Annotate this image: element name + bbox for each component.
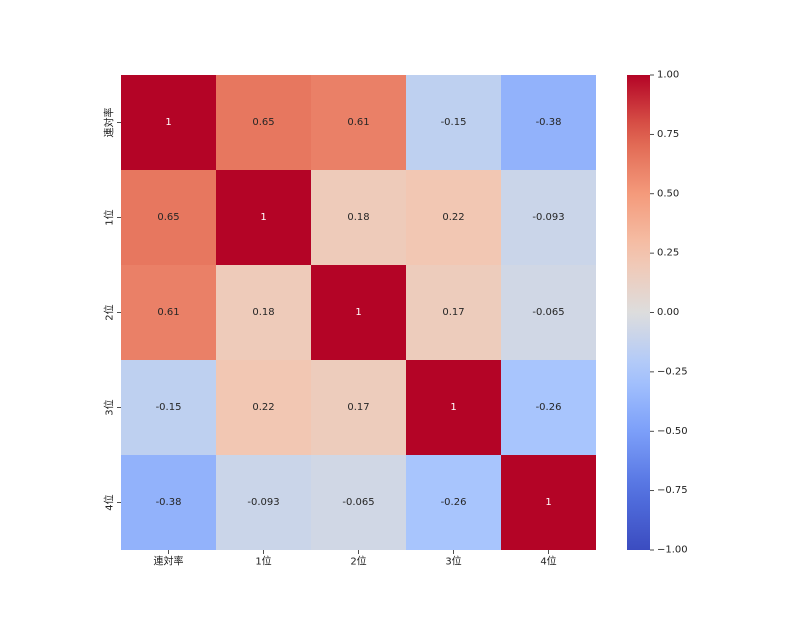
cell-value-label: 0.22 — [442, 212, 464, 223]
heatmap-cell — [216, 455, 311, 550]
heatmap-cell — [406, 75, 501, 170]
cell-value-label: 0.61 — [157, 307, 179, 318]
heatmap-cell — [121, 360, 216, 455]
heatmap-cell — [216, 75, 311, 170]
cell-value-label: 0.65 — [157, 212, 179, 223]
cell-value-label: -0.26 — [441, 497, 467, 508]
cell-value-label: -0.38 — [536, 117, 562, 128]
heatmap-cell — [311, 170, 406, 265]
y-tick-label: 4位 — [103, 494, 116, 510]
y-axis-ticks: 連対率 1位 2位 3位 4位 — [103, 108, 121, 511]
cell-value-label: 0.18 — [252, 307, 274, 318]
y-tick-label: 1位 — [103, 209, 116, 225]
colorbar-tick-label: −0.50 — [657, 426, 688, 437]
colorbar-tick-label: 0.25 — [657, 248, 679, 259]
cell-value-label: 0.65 — [252, 117, 274, 128]
x-tick-label: 3位 — [445, 555, 461, 568]
heatmap-cell — [311, 360, 406, 455]
x-tick-label: 1位 — [255, 555, 271, 568]
y-tick-label: 3位 — [103, 399, 116, 415]
cell-value-label: 0.17 — [442, 307, 464, 318]
cell-value-label: 1 — [355, 307, 361, 318]
colorbar: 1.00 0.75 0.50 0.25 0.00 −0.25 −0.50 −0.75 −1.00 — [627, 70, 688, 556]
cell-value-label: -0.15 — [156, 402, 182, 413]
heatmap-cell — [311, 455, 406, 550]
heatmap-cell — [121, 455, 216, 550]
heatmap-cell — [121, 265, 216, 360]
cell-value-label: 1 — [260, 212, 266, 223]
heatmap-cell — [311, 75, 406, 170]
heatmap-cells: 1 0.65 0.61 -0.15 -0.38 0.65 1 0.18 0.22 -0.093 0.… — [121, 75, 596, 550]
cell-value-label: 0.22 — [252, 402, 274, 413]
y-tick-label: 連対率 — [103, 108, 116, 138]
cell-value-label: 0.17 — [347, 402, 369, 413]
colorbar-tick-label: 0.75 — [657, 129, 679, 140]
heatmap-cell — [121, 75, 216, 170]
cell-value-label: -0.38 — [156, 497, 182, 508]
x-tick-label: 連対率 — [154, 555, 184, 568]
x-tick-label: 2位 — [350, 555, 366, 568]
colorbar-gradient — [627, 75, 650, 550]
heatmap-cell — [501, 360, 596, 455]
cell-value-label: 0.18 — [347, 212, 369, 223]
colorbar-tick-label: 0.00 — [657, 307, 679, 318]
heatmap-cell — [501, 170, 596, 265]
y-tick-label: 2位 — [103, 304, 116, 320]
cell-value-label: -0.15 — [441, 117, 467, 128]
heatmap-cell — [406, 455, 501, 550]
heatmap-cell — [501, 265, 596, 360]
x-axis-ticks: 連対率 1位 2位 3位 4位 — [154, 550, 557, 568]
x-tick-label: 4位 — [540, 555, 556, 568]
cell-value-label: 0.61 — [347, 117, 369, 128]
heatmap-cell — [121, 170, 216, 265]
heatmap-cell — [406, 265, 501, 360]
cell-value-label: -0.093 — [247, 497, 279, 508]
cell-value-label: -0.065 — [342, 497, 374, 508]
heatmap-cell — [216, 170, 311, 265]
colorbar-tick-label: −1.00 — [657, 545, 688, 556]
cell-value-label: -0.26 — [536, 402, 562, 413]
colorbar-tick-label: −0.75 — [657, 485, 688, 496]
heatmap-cell — [216, 265, 311, 360]
cell-value-label: 1 — [545, 497, 551, 508]
cell-value-label: -0.093 — [532, 212, 564, 223]
heatmap-cell — [501, 455, 596, 550]
heatmap-cell — [406, 360, 501, 455]
cell-value-label: 1 — [450, 402, 456, 413]
cell-value-label: 1 — [165, 117, 171, 128]
colorbar-tick-label: 1.00 — [657, 70, 679, 81]
colorbar-tick-label: −0.25 — [657, 366, 688, 377]
cell-value-label: -0.065 — [532, 307, 564, 318]
heatmap-cell — [311, 265, 406, 360]
heatmap-cell — [406, 170, 501, 265]
heatmap-cell — [501, 75, 596, 170]
heatmap-cell — [216, 360, 311, 455]
colorbar-tick-label: 0.50 — [657, 188, 679, 199]
